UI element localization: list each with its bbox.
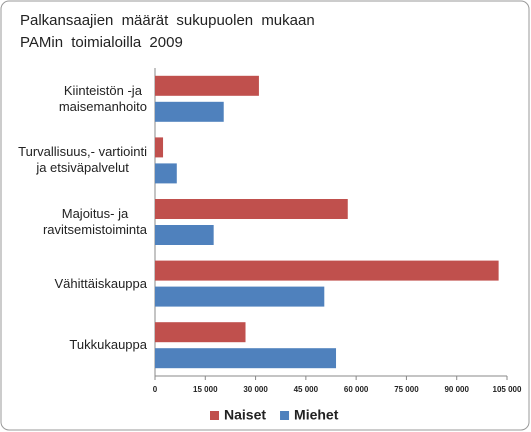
bar [155,199,348,219]
y-tick-label: Majoitus- ja ravitsemistoiminta [42,206,147,237]
legend-label: Naiset [224,407,266,423]
x-tick-label: 0 [153,385,158,394]
bar [155,101,224,122]
x-tick-label: 45 000 [294,385,319,394]
bar [155,322,246,343]
bar [155,137,164,158]
bar [155,260,499,281]
x-tick-label: 15 000 [193,385,218,394]
legend-label: Miehet [294,407,339,423]
y-tick-label: Vähittäiskauppa [54,275,147,291]
bar [155,163,177,184]
x-tick-label: 30 000 [243,385,268,394]
y-tick-label: Turvallisuus,- vartiointi ja etsiväpalve… [18,144,147,176]
y-tick-label: Tukkukauppa [69,337,147,353]
bar [155,348,337,369]
bar [155,286,325,307]
y-tick-label: Kiinteistön -ja maisemanhoito [58,82,147,114]
legend-swatch [210,411,219,420]
x-tick-label: 60 000 [344,385,369,394]
chart-title: Palkansaajien määrät sukupuolen mukaan P… [20,12,315,51]
bar [155,75,259,96]
bar [155,225,214,245]
legend-swatch [280,411,290,420]
x-tick-label: 90 000 [444,385,469,394]
x-tick-label: 75 000 [394,385,419,394]
x-tick-label: 105 000 [493,385,522,394]
